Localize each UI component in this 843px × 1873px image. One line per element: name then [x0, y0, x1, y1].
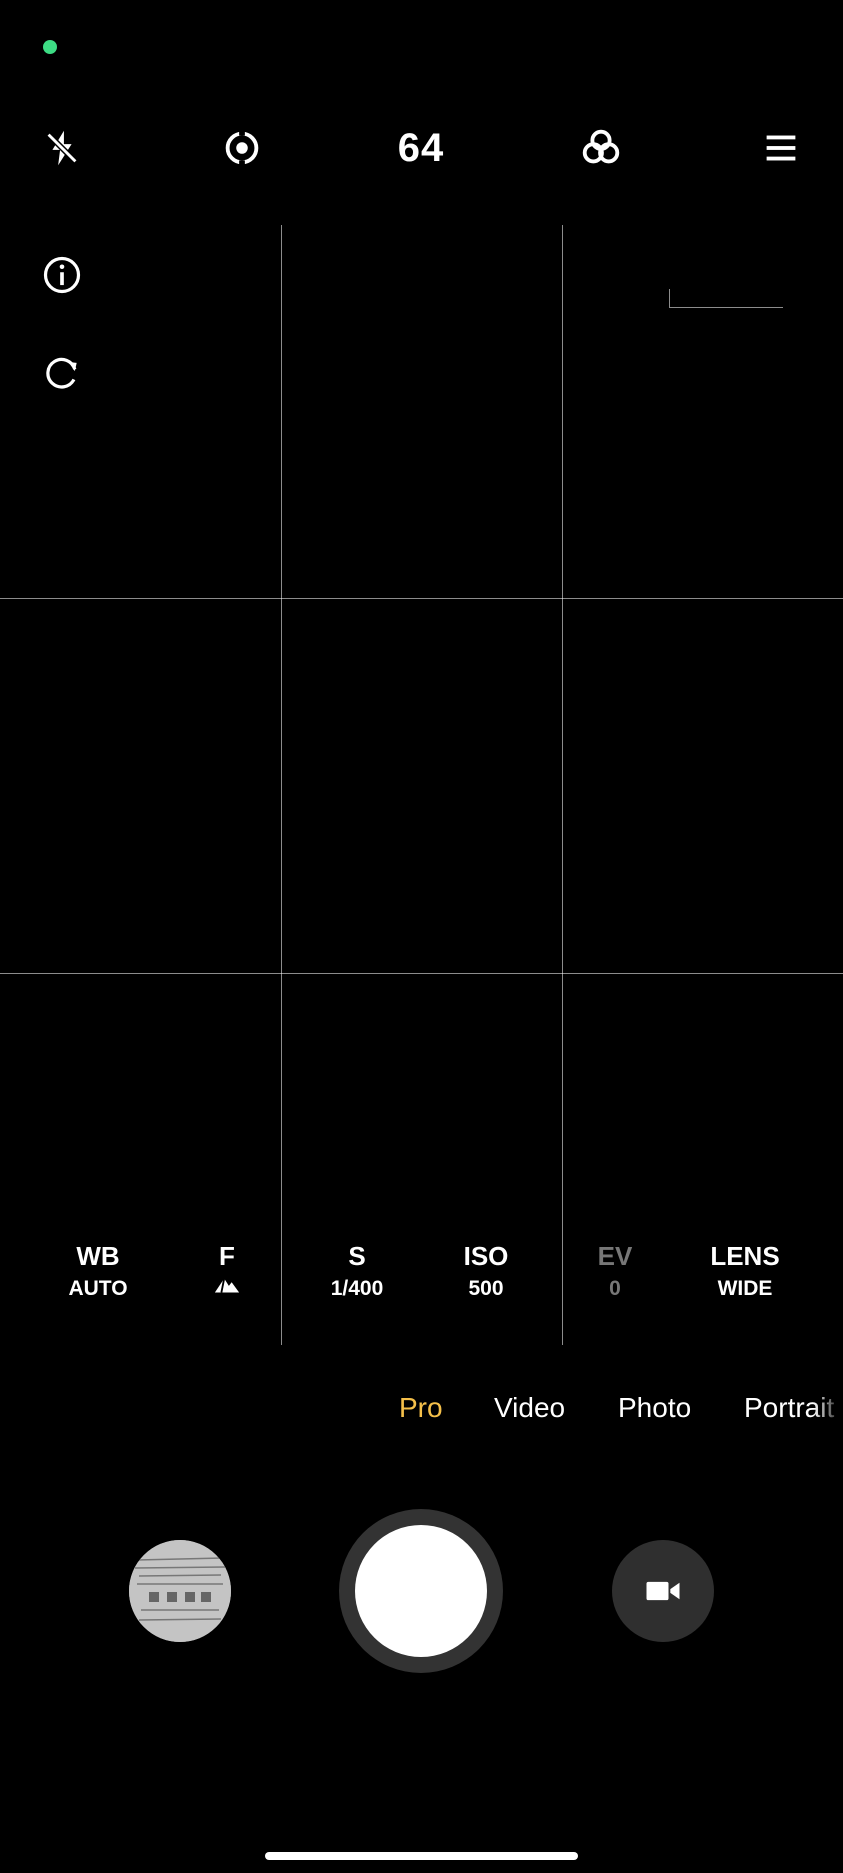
ev-value: 0 [609, 1277, 621, 1300]
shutter-button[interactable] [339, 1509, 503, 1673]
menu-icon[interactable] [743, 110, 819, 186]
shutter-button-inner [355, 1525, 487, 1657]
filters-icon[interactable] [563, 110, 639, 186]
privacy-indicator-dot [43, 40, 57, 54]
ev-label: EV [597, 1241, 633, 1271]
ev-control[interactable]: EV 0 [555, 1240, 675, 1304]
shutter-speed-value: 1/400 [330, 1277, 384, 1300]
rotate-icon[interactable] [39, 350, 85, 396]
mode-selector: Pro Video Photo Portrait [0, 1388, 843, 1428]
wb-value: AUTO [68, 1277, 128, 1300]
mode-portrait[interactable]: Portrait [744, 1392, 835, 1423]
info-icon[interactable] [39, 252, 85, 298]
focus-label: F [219, 1241, 235, 1271]
home-indicator[interactable] [265, 1852, 578, 1860]
lens-label: LENS [710, 1241, 780, 1271]
mode-video[interactable]: Video [494, 1392, 566, 1423]
mode-pro[interactable]: Pro [399, 1392, 443, 1423]
shutter-speed-control[interactable]: S 1/400 [297, 1240, 417, 1304]
grid-line-vertical [281, 225, 282, 1345]
mode-photo[interactable]: Photo [618, 1392, 692, 1423]
grid-line-horizontal [0, 973, 843, 974]
iso-value: 500 [468, 1277, 504, 1300]
wb-control[interactable]: WB AUTO [38, 1240, 158, 1304]
video-camera-icon [646, 1581, 680, 1601]
megapixel-toggle[interactable]: 64 [397, 125, 445, 170]
focus-mountain-icon [167, 1274, 287, 1304]
gallery-thumbnail[interactable] [129, 1540, 231, 1642]
shutter-speed-label: S [348, 1241, 366, 1271]
grid-line-vertical [562, 225, 563, 1345]
iso-label: ISO [463, 1241, 509, 1271]
wb-label: WB [76, 1241, 120, 1271]
focus-control[interactable]: F [167, 1240, 287, 1304]
iso-control[interactable]: ISO 500 [426, 1240, 546, 1304]
pro-controls: WB AUTO F S 1/400 ISO 500 EV 0 LENS WIDE [0, 1240, 843, 1340]
lens-control[interactable]: LENS WIDE [685, 1240, 805, 1304]
level-bracket [669, 289, 783, 308]
flash-off-icon[interactable] [24, 110, 100, 186]
lens-value: WIDE [717, 1277, 773, 1300]
focus-target-icon[interactable] [204, 110, 280, 186]
video-record-button[interactable] [612, 1540, 714, 1642]
grid-line-horizontal [0, 598, 843, 599]
top-toolbar: 64 [0, 110, 843, 186]
